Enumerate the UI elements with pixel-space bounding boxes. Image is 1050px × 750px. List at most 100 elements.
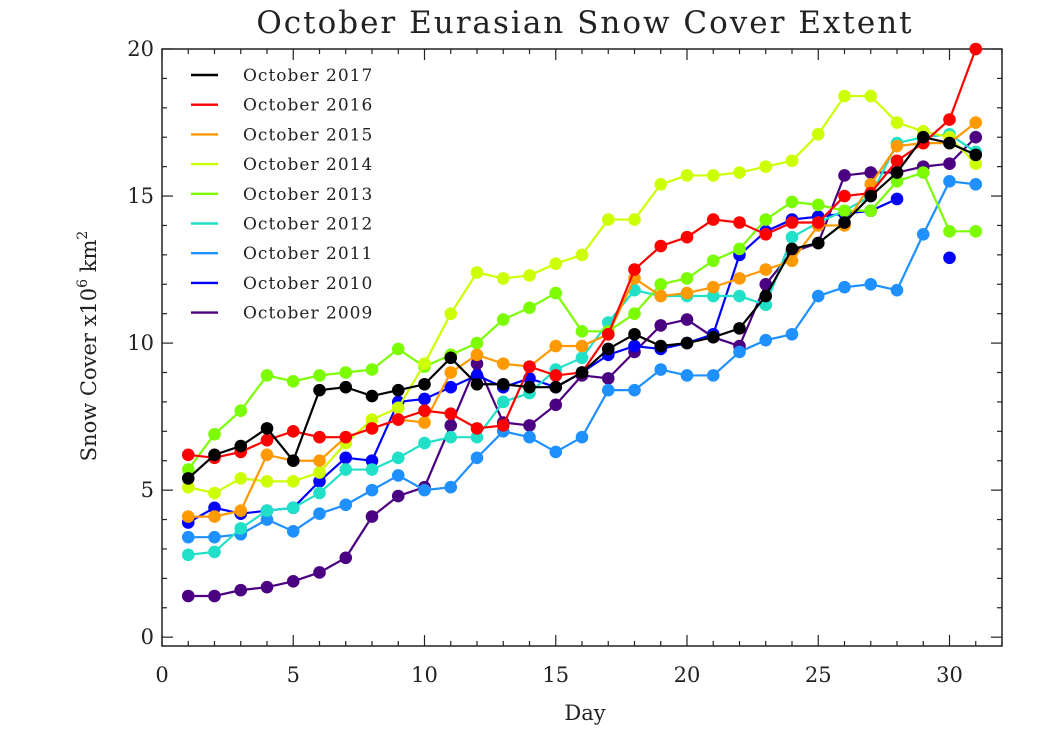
data-point [234,439,248,453]
data-point [785,195,799,209]
data-point [286,454,300,468]
data-point [680,336,694,350]
data-point [418,377,431,391]
data-point [286,501,300,515]
data-point [260,433,274,447]
data-point [286,475,300,488]
data-point [916,227,930,241]
data-point [811,198,825,212]
legend-label: October 2013 [243,185,373,205]
data-point [785,327,799,341]
data-point [811,127,825,141]
y-tick-label: 5 [141,478,154,502]
x-tick-label: 5 [287,663,300,687]
data-point [313,486,326,500]
data-point [391,489,405,503]
data-point [339,498,353,512]
data-point [838,169,851,182]
data-point [181,589,195,603]
data-point [969,116,983,129]
series-october-2017 [181,130,983,485]
y-axis-label-unit: km [77,240,101,279]
data-point [470,422,484,435]
data-point [391,413,405,426]
data-point [890,116,904,129]
data-point [575,366,589,379]
data-point [470,377,484,391]
data-point [601,342,615,356]
data-point [496,377,510,391]
data-point [418,436,431,450]
data-point [785,216,799,229]
data-point [444,307,458,320]
data-point [260,475,274,488]
data-point [523,430,536,444]
data-point [444,430,458,444]
data-point [680,230,694,244]
data-point [444,351,458,365]
data-point [286,575,300,588]
data-point [444,407,458,420]
data-point [418,416,431,429]
data-point [260,513,274,526]
data-point [654,289,668,303]
data-point [864,277,878,291]
data-point [365,463,379,476]
data-point [969,225,983,238]
data-point [785,254,799,268]
data-point [365,422,379,435]
data-point [864,204,878,218]
data-point [496,272,510,285]
data-point [838,204,851,218]
data-point [181,548,195,562]
data-point [943,175,956,188]
data-point [470,369,484,382]
data-point [601,372,615,385]
legend-label: October 2012 [243,215,373,235]
data-point [890,166,904,179]
data-point [680,169,694,182]
y-axis-label: Snow Cover x106 km2 [75,231,101,462]
data-point [365,510,379,523]
x-tick-label: 25 [805,663,832,687]
data-point [470,357,484,370]
data-point [260,580,274,594]
data-point [549,286,563,300]
data-point [181,472,195,485]
data-point [523,301,536,315]
data-point [916,130,930,144]
data-point [208,589,221,603]
data-point [654,239,668,253]
data-point [208,510,221,523]
data-point [234,522,248,535]
data-point [391,383,405,397]
data-point [313,566,326,579]
data-point [181,530,195,544]
series-october-2011 [181,175,983,544]
data-point [706,169,720,182]
data-point [496,395,510,409]
series-october-2013 [181,166,983,476]
data-point [549,339,563,353]
y-axis-label-main: Snow Cover x10 [77,288,101,462]
data-point [181,448,195,462]
data-point [680,272,694,285]
data-point [733,289,746,303]
data-point [391,469,405,482]
data-point [654,363,668,376]
data-point [733,272,746,285]
data-point [496,313,510,326]
data-point [654,319,668,332]
data-point [811,216,825,229]
data-point [470,451,484,465]
data-point [680,369,694,382]
data-point [208,486,221,500]
data-point [181,480,195,494]
y-axis: 0 5 10 15 20 [127,37,1002,649]
y-tick-label: 10 [127,331,154,355]
data-point [759,298,773,312]
data-point [733,345,746,359]
data-point [313,475,326,488]
data-point [943,136,956,150]
